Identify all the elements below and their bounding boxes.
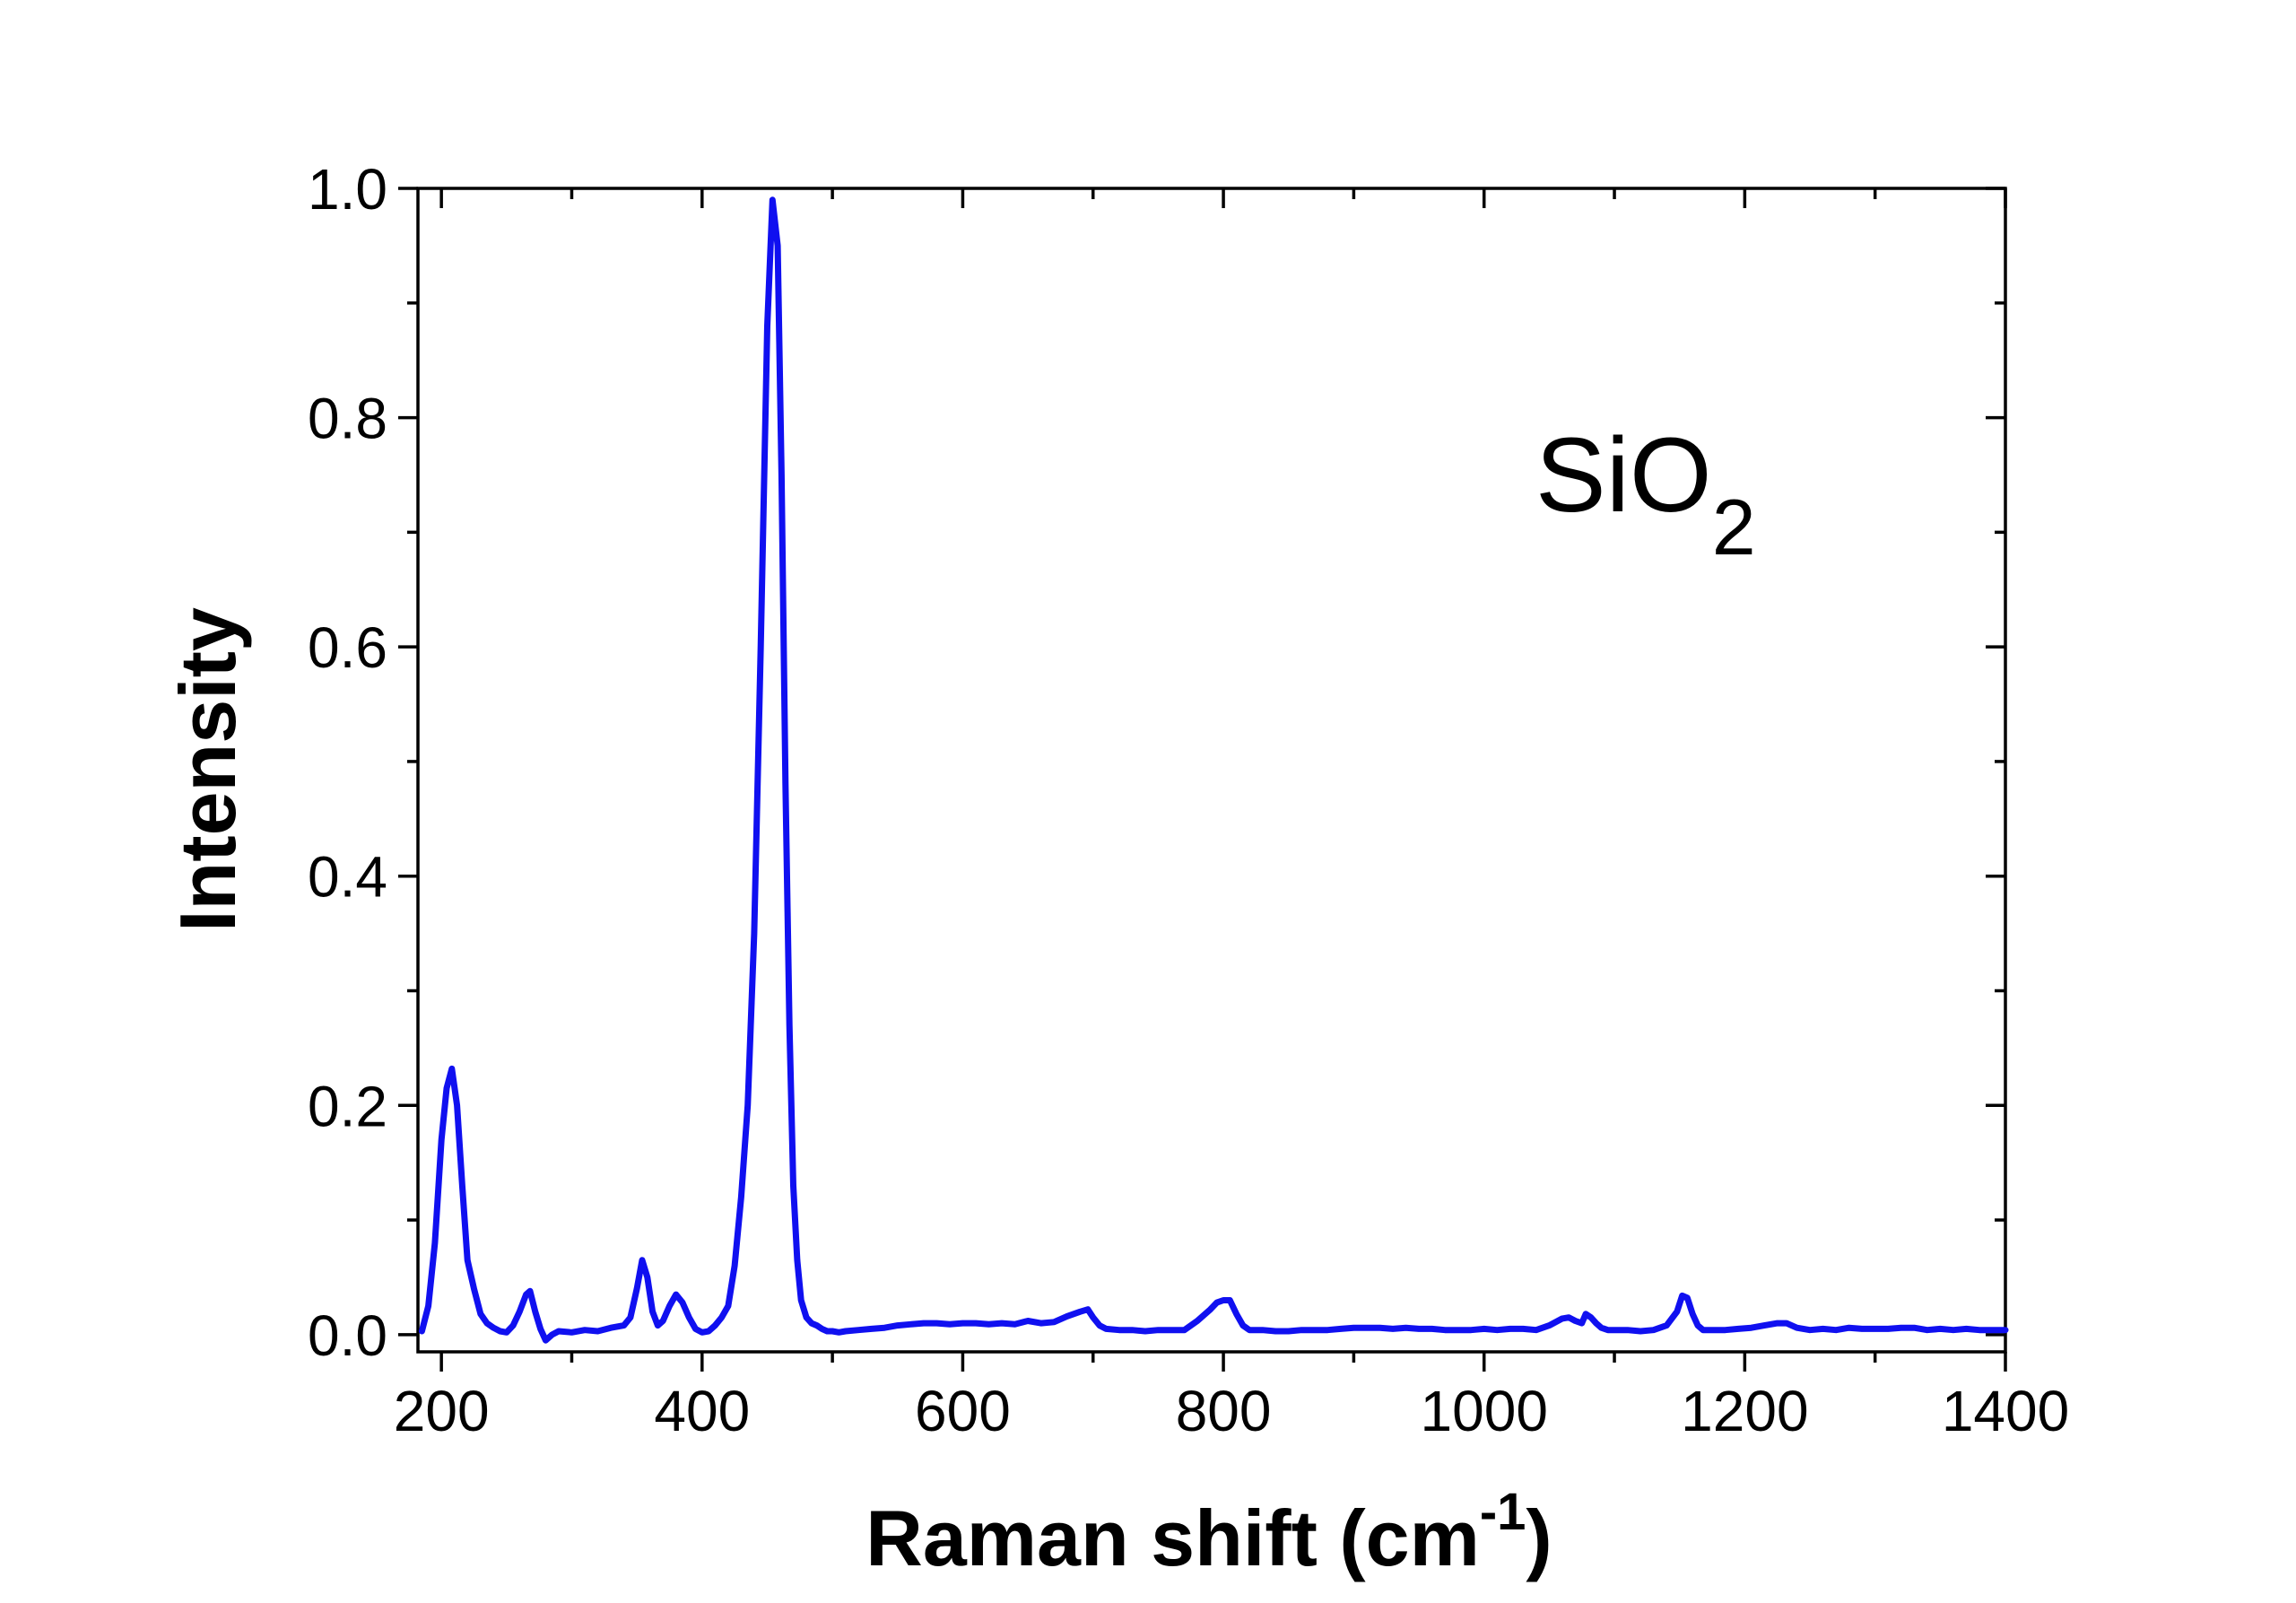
axis-ticks — [398, 187, 2007, 1372]
y-tick-label: 0.0 — [308, 1303, 387, 1368]
x-tick-label: 1200 — [1681, 1379, 1808, 1443]
x-tick-label: 800 — [1176, 1379, 1272, 1443]
y-tick-label: 0.6 — [308, 615, 387, 680]
x-tick-label: 200 — [394, 1379, 490, 1443]
plot-frame — [416, 187, 2007, 1354]
x-tick-label: 1000 — [1421, 1379, 1548, 1443]
x-axis-title-main: Raman shift (cm — [865, 1494, 1480, 1582]
y-tick-label: 1.0 — [308, 157, 387, 222]
x-tick-label: 600 — [915, 1379, 1011, 1443]
axis-tick-labels: 200 400 600 800 1000 1200 1400 0.0 0.2 0.4 0.6 0.8 1… — [308, 157, 2069, 1443]
x-axis-title: Raman shift (cm-1) — [865, 1483, 1552, 1582]
compound-annotation: SiO2 — [1535, 416, 1756, 571]
x-axis-title-suffix: ) — [1526, 1494, 1552, 1582]
y-tick-label: 0.2 — [308, 1074, 387, 1138]
x-axis-title-superscript: -1 — [1480, 1483, 1526, 1541]
y-tick-label: 0.8 — [308, 387, 387, 451]
x-tick-label: 1400 — [1942, 1379, 2069, 1443]
annotation-subscript: 2 — [1712, 483, 1756, 571]
y-axis-title: Intensity — [163, 607, 252, 932]
annotation-text: SiO — [1535, 416, 1712, 535]
series-line-sio2 — [418, 196, 2009, 1344]
y-tick-label: 0.4 — [308, 845, 387, 910]
x-tick-label: 400 — [654, 1379, 750, 1443]
